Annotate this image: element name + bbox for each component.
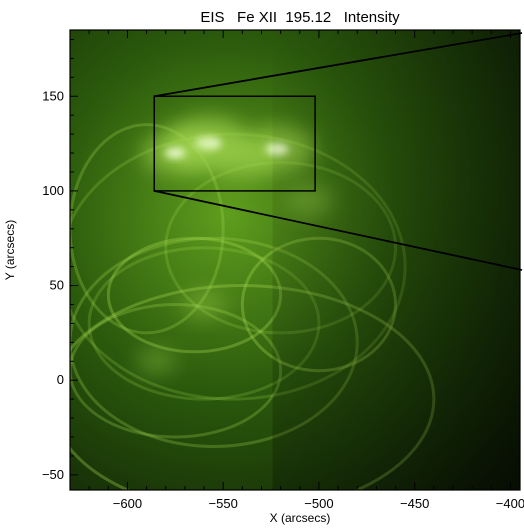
zoom-line-bottom [154, 190, 523, 271]
x-tick-label: −550 [209, 496, 238, 511]
zoom-indicator [153, 32, 523, 271]
y-axis-label: Y (arcsecs) [3, 220, 17, 280]
bright-region [213, 144, 271, 181]
zoom-box [153, 95, 316, 192]
x-tick-label: −600 [113, 496, 142, 511]
x-axis-label: X (arcsecs) [270, 511, 331, 525]
plot-frame [69, 29, 521, 491]
plot-area [70, 30, 520, 490]
y-tick-label: 50 [50, 278, 64, 293]
y-tick-label: 100 [42, 183, 64, 198]
x-tick-label: −450 [400, 496, 429, 511]
chart-title: EIS Fe XII 195.12 Intensity [200, 9, 400, 26]
x-axis: −600 −550 −500 −450 −400 [88, 30, 524, 511]
y-tick-label: −50 [42, 467, 64, 482]
bright-region [182, 290, 226, 319]
zoom-line-top [154, 32, 523, 98]
intensity-shading [272, 30, 520, 490]
bright-region [136, 348, 177, 375]
bright-core [164, 147, 186, 159]
x-tick-label: −500 [304, 496, 333, 511]
y-axis: −50 0 50 100 150 [42, 38, 78, 482]
x-tick-label: −400 [496, 496, 524, 511]
y-tick-label: 0 [57, 372, 64, 387]
y-tick-label: 150 [42, 88, 64, 103]
